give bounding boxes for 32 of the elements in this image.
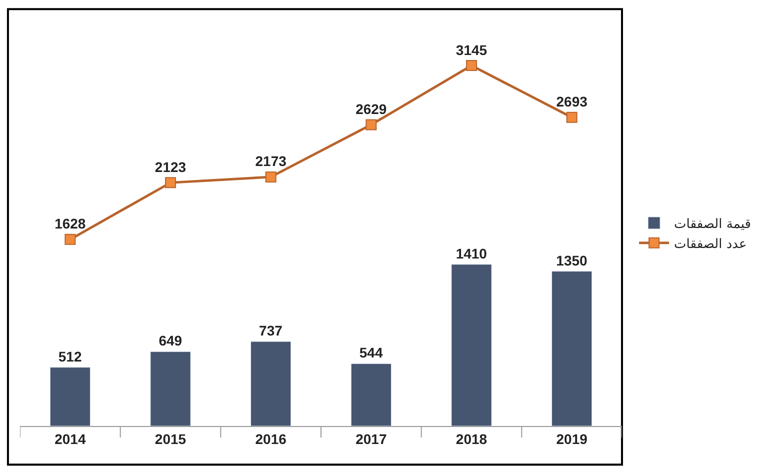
point: [64, 234, 76, 245]
bar: [50, 367, 90, 426]
data-label: 544: [359, 344, 383, 361]
data-label: 1350: [556, 252, 588, 268]
legend-label: قيمة الصفقات: [674, 217, 751, 232]
bar: [451, 264, 492, 426]
data-label: 512: [58, 348, 82, 364]
x-tick-label: 2018: [456, 430, 488, 447]
bar: [250, 341, 292, 426]
data-label: 2629: [356, 100, 387, 117]
data-label: 1410: [456, 245, 488, 262]
bar: [350, 363, 392, 426]
x-tick-label: 2019: [556, 430, 588, 447]
x-tick-label: 2014: [54, 430, 86, 447]
point: [466, 60, 477, 72]
data-label: 2123: [154, 158, 186, 175]
point: [265, 171, 276, 182]
data-label: 2173: [255, 153, 287, 170]
x-tick-label: 2016: [255, 430, 287, 447]
x-tick-label: 2015: [154, 430, 186, 447]
data-label: 2693: [556, 94, 588, 110]
legend-label: عدد الصفقات: [674, 236, 747, 252]
data-label: 1628: [54, 216, 86, 232]
x-tick-label: 2017: [356, 430, 387, 447]
bar: [150, 351, 191, 426]
data-label: 737: [259, 322, 283, 339]
point: [366, 119, 377, 130]
point: [165, 177, 176, 188]
data-label: 649: [158, 332, 182, 349]
data-label: 3145: [456, 42, 488, 58]
point: [566, 112, 578, 123]
bar: [552, 271, 592, 426]
